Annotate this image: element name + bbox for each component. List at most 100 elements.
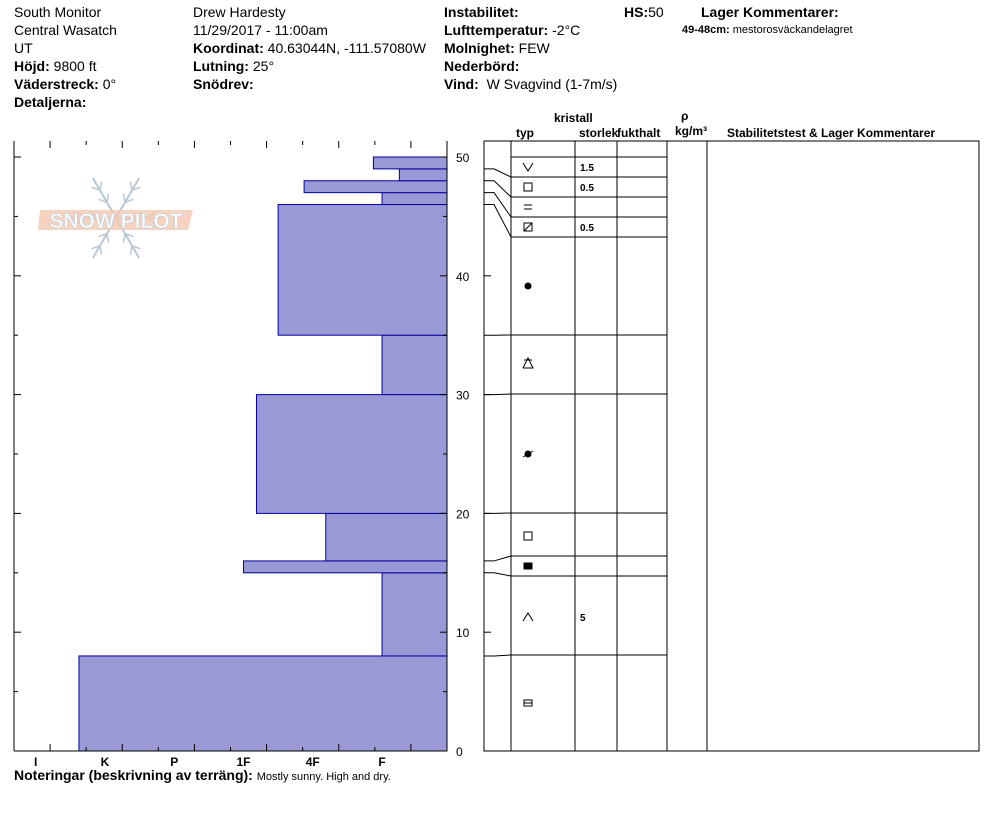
near-surface-facet-symbol-icon: [523, 222, 533, 232]
col-rho: ρ: [681, 109, 689, 123]
snowflake-branch: [98, 232, 108, 238]
location: South Monitor: [14, 4, 102, 20]
snowflake-branch: [122, 193, 126, 203]
hs-label: HS:: [624, 4, 649, 20]
boundary-connector: [484, 654, 512, 657]
col-crystal: kristall: [554, 111, 593, 125]
sky-row: Molnighet: FEW: [444, 40, 550, 57]
layer-comment-text: mestorosväckandelagret: [732, 24, 853, 36]
layer-comment: 49-48cm: mestorosväckandelagret: [682, 24, 853, 37]
snow-pilot-logo: [38, 177, 193, 259]
elevation-row: Höjd: 9800 ft: [14, 58, 96, 75]
boundary-connector: [484, 555, 512, 562]
boundary-connector: [484, 204, 512, 238]
logo-banner: [38, 210, 193, 230]
grain-size-value: 0.5: [580, 223, 594, 234]
snowflake-branch: [91, 186, 101, 191]
square: [523, 182, 533, 192]
col-density-unit: kg/m³: [675, 124, 708, 138]
grain-size-value: 5: [580, 613, 586, 624]
notes: Noteringar (beskrivning av terräng): Mos…: [14, 767, 391, 784]
solid-square: [523, 562, 533, 570]
snowflake-branch: [129, 181, 133, 191]
wind-label: Vind:: [444, 76, 479, 92]
range: Central Wasatch: [14, 22, 117, 38]
faceted-rounded-symbol-icon: [522, 356, 534, 369]
crust-symbol-icon: [524, 204, 532, 210]
hardness-bar: [398, 168, 448, 182]
aspect-row: Väderstreck: 0°: [14, 76, 116, 93]
snowflake-branch: [99, 181, 103, 191]
notes-label: Noteringar (beskrivning av terräng):: [14, 767, 253, 783]
airtemp-value: -2°C: [552, 22, 581, 38]
snowflake-branch: [98, 198, 108, 204]
hardness-bar: [242, 560, 448, 574]
hardness-bar: [381, 572, 448, 657]
square: [523, 531, 533, 541]
rounded-symbol-icon: [524, 282, 532, 290]
hardness-bar: [372, 156, 448, 170]
hardness-tick-label: 1F: [236, 755, 250, 769]
sky-value: FEW: [518, 40, 550, 56]
snowflake-branch: [124, 232, 134, 238]
coordinate-row: Koordinat: 40.63044N, -111.57080W: [193, 40, 426, 57]
boundary-connector: [484, 180, 512, 198]
decomposing-symbol-icon: [522, 450, 534, 458]
slope-row: Lutning: 25°: [193, 58, 274, 75]
snowflake-branch: [129, 245, 133, 255]
layer-table: [483, 140, 980, 752]
boundary-connector: [484, 168, 512, 178]
notes-text: Mostly sunny. High and dry.: [256, 771, 391, 783]
square: [523, 222, 533, 232]
hardness-bar: [325, 512, 448, 562]
datetime: 11/29/2017 - 11:00am: [193, 22, 328, 38]
col-size: storlek: [579, 126, 619, 140]
grain-size-value: 0.5: [580, 183, 594, 194]
snowflake-branch: [131, 186, 141, 191]
hardness-bar: [303, 180, 448, 194]
layer-comments-label: Lager Kommentarer:: [701, 4, 839, 20]
v-shape: [522, 162, 534, 172]
height-tick-label: 10: [456, 626, 470, 640]
wind-value: W Svagvind (1-7m/s): [486, 76, 618, 92]
height-tick-label: 30: [456, 389, 470, 403]
details-label: Detaljerna:: [14, 94, 87, 110]
coordinate-value: 40.63044N, -111.57080W: [267, 40, 426, 56]
slash: [522, 450, 534, 458]
airtemp-label: Lufttemperatur:: [444, 22, 549, 38]
surface-hoar-symbol-icon: [522, 162, 534, 172]
slash: [523, 222, 533, 232]
snowflake-branch: [99, 245, 103, 255]
faceted-symbol-icon: [523, 531, 533, 541]
sky-label: Molnighet:: [444, 40, 515, 56]
height-tick-label: 0: [456, 745, 463, 759]
hardness-tick-label: K: [101, 755, 110, 769]
snowflake-branch: [131, 245, 141, 250]
col-moisture: fukthalt: [617, 126, 661, 140]
snowflake-branch: [106, 233, 110, 243]
instability-label: Instabilitet:: [444, 4, 519, 20]
hs-row: HS:50: [624, 4, 664, 21]
hardness-tick-label: I: [34, 755, 37, 769]
height-tick-label: 40: [456, 270, 470, 284]
logo-text: SNOW PILOT: [50, 210, 183, 233]
layer-comment-range: 49-48cm:: [682, 24, 730, 36]
dot: [524, 282, 532, 290]
hardness-tick-label: 4F: [306, 755, 320, 769]
hardness-bar: [381, 334, 448, 396]
hardness-tick-label: F: [378, 755, 385, 769]
observer: Drew Hardesty: [193, 4, 286, 20]
hardness-bar: [255, 394, 448, 514]
wind-row: Vind: W Svagvind (1-7m/s): [444, 76, 617, 93]
boundary-connector: [484, 393, 512, 396]
grain-size-value: 1.5: [580, 163, 594, 174]
aspect-label: Väderstreck:: [14, 76, 99, 92]
snowflake-branch: [91, 245, 101, 250]
depth-hoar-symbol-icon: [522, 612, 534, 622]
precip-label: Nederbörd:: [444, 58, 520, 74]
snowflake-branch: [124, 198, 134, 204]
col-type: typ: [516, 126, 534, 140]
snowflake-branch: [106, 193, 110, 203]
caret: [522, 612, 534, 622]
